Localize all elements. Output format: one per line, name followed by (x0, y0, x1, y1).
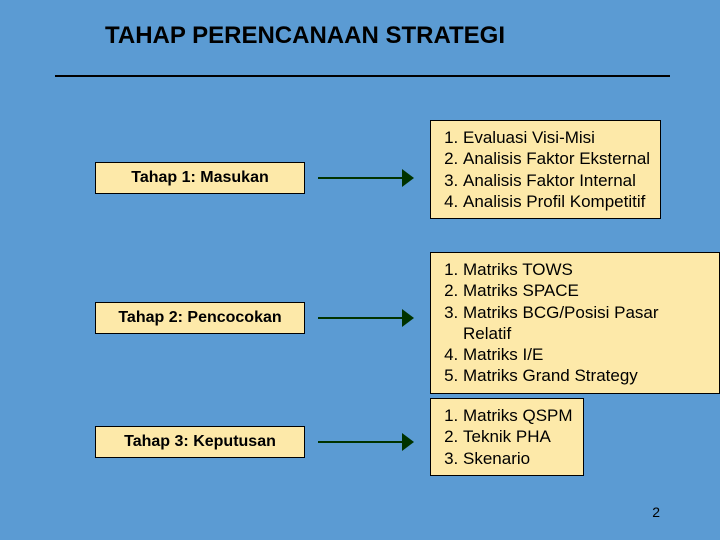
stage-label: Tahap 2: Pencocokan (118, 309, 281, 327)
page-number: 2 (652, 504, 660, 520)
list-item: Matriks I/E (463, 344, 709, 365)
list-item: Matriks Grand Strategy (463, 365, 709, 386)
list-item: Analisis Profil Kompetitif (463, 191, 650, 212)
list-item: Evaluasi Visi-Misi (463, 127, 650, 148)
list-item: Analisis Faktor Eksternal (463, 148, 650, 169)
arrow-line (318, 317, 405, 319)
detail-list: Matriks TOWS Matriks SPACE Matriks BCG/P… (463, 259, 709, 387)
title-underline (55, 75, 670, 77)
arrow-line (318, 441, 405, 443)
list-item: Matriks TOWS (463, 259, 709, 280)
list-item: Matriks SPACE (463, 280, 709, 301)
arrow-icon (318, 169, 414, 187)
detail-list: Evaluasi Visi-Misi Analisis Faktor Ekste… (463, 127, 650, 212)
list-item: Matriks BCG/Posisi Pasar Relatif (463, 302, 709, 345)
list-item: Analisis Faktor Internal (463, 170, 650, 191)
stage-label: Tahap 3: Keputusan (124, 433, 276, 451)
arrow-icon (318, 309, 414, 327)
list-item: Teknik PHA (463, 426, 573, 447)
arrow-head (402, 433, 414, 451)
stage-box-keputusan: Tahap 3: Keputusan (95, 426, 305, 458)
page-title: TAHAP PERENCANAAN STRATEGI (105, 22, 505, 50)
stage-box-pencocokan: Tahap 2: Pencocokan (95, 302, 305, 334)
detail-box-pencocokan: Matriks TOWS Matriks SPACE Matriks BCG/P… (430, 252, 720, 394)
arrow-head (402, 169, 414, 187)
detail-list: Matriks QSPM Teknik PHA Skenario (463, 405, 573, 469)
list-item: Matriks QSPM (463, 405, 573, 426)
detail-box-masukan: Evaluasi Visi-Misi Analisis Faktor Ekste… (430, 120, 661, 219)
arrow-line (318, 177, 405, 179)
stage-label: Tahap 1: Masukan (131, 169, 269, 187)
list-item: Skenario (463, 448, 573, 469)
detail-box-keputusan: Matriks QSPM Teknik PHA Skenario (430, 398, 584, 476)
arrow-icon (318, 433, 414, 451)
stage-box-masukan: Tahap 1: Masukan (95, 162, 305, 194)
arrow-head (402, 309, 414, 327)
